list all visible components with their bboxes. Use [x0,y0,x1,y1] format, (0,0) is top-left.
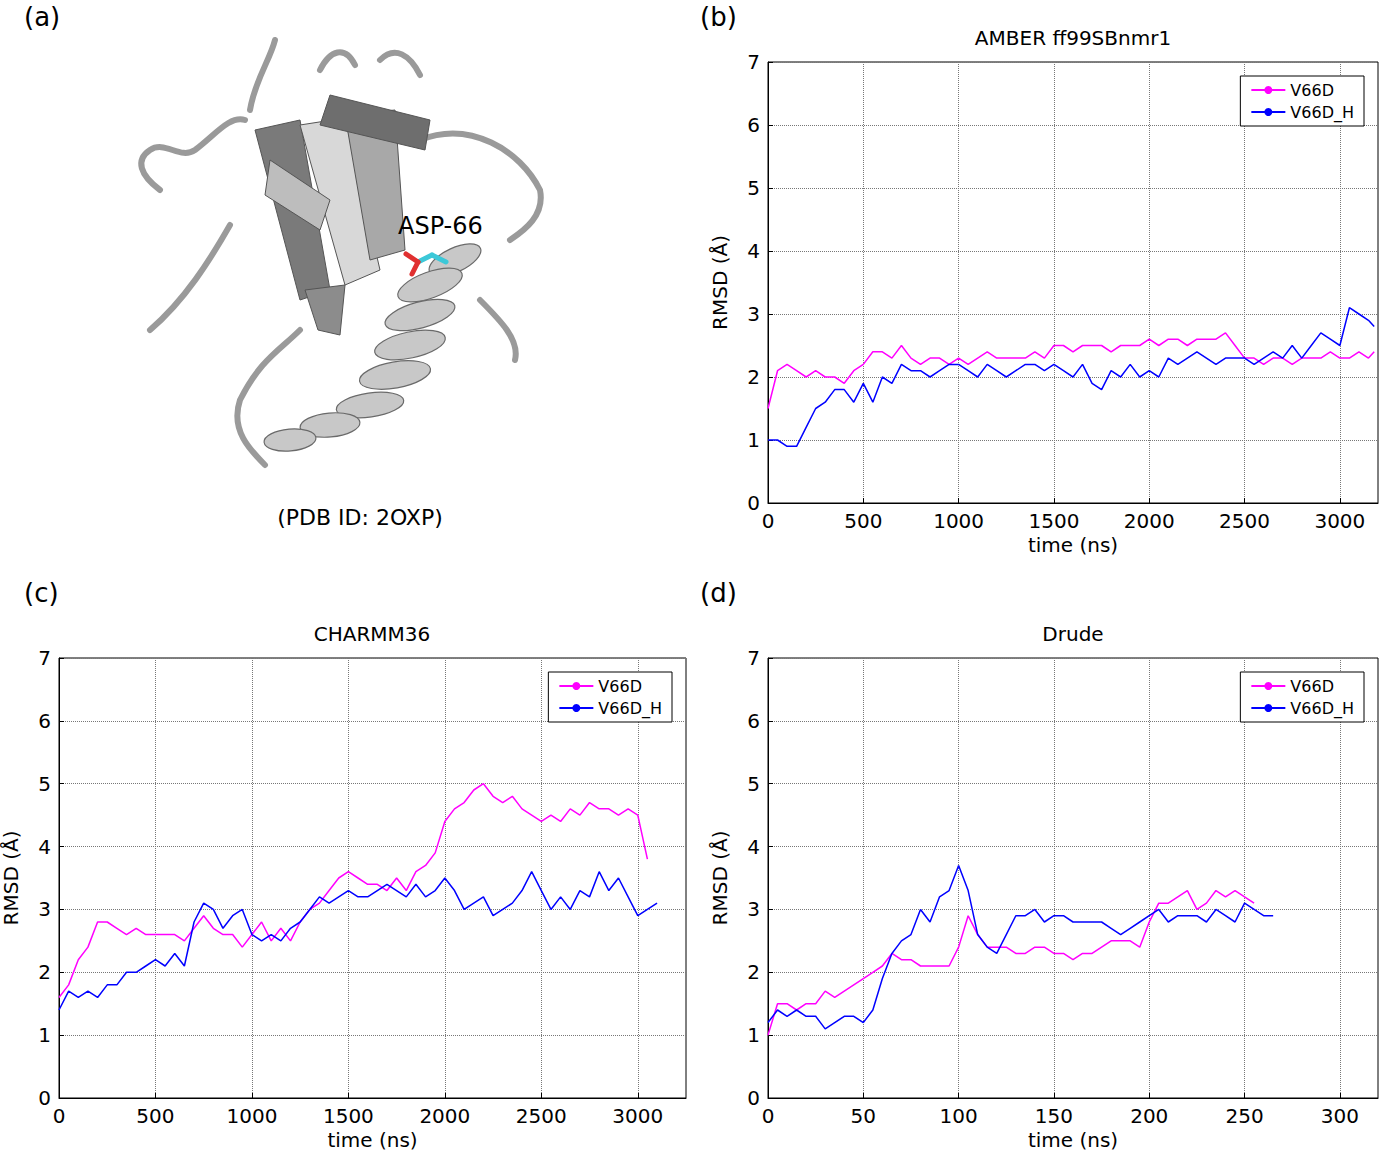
html-text:CHARMM36: CHARMM36 [313,622,431,646]
svg-text:5: 5 [38,772,51,796]
svg-text:1: 1 [747,428,760,452]
svg-text:V66D: V66D [598,677,642,696]
svg-text:50: 50 [851,1104,876,1128]
svg-text:200: 200 [1130,1104,1168,1128]
html-text:(d): (d) [700,578,737,608]
svg-text:3: 3 [747,897,760,921]
svg-text:0: 0 [762,509,775,533]
svg-text:0: 0 [747,1086,760,1110]
html-text:Drude: Drude [1042,622,1104,646]
html-text:ASP-66: ASP-66 [398,212,483,240]
svg-text:0: 0 [53,1104,66,1128]
svg-text:V66D: V66D [1290,81,1334,100]
html-text:(a): (a) [24,2,61,32]
svg-text:1000: 1000 [933,509,984,533]
svg-text:2500: 2500 [516,1104,567,1128]
svg-text:2: 2 [747,365,760,389]
svg-text:2: 2 [747,960,760,984]
svg-text:time (ns): time (ns) [327,1128,417,1152]
svg-text:3000: 3000 [1314,509,1365,533]
html-text:(PDB ID: 2OXP): (PDB ID: 2OXP) [277,505,443,530]
svg-text:3: 3 [38,897,51,921]
svg-text:500: 500 [844,509,882,533]
html-text:(c): (c) [24,578,59,608]
svg-text:V66D_H: V66D_H [598,699,662,719]
svg-text:2000: 2000 [1124,509,1175,533]
svg-text:2000: 2000 [419,1104,470,1128]
svg-text:2: 2 [38,960,51,984]
svg-text:500: 500 [136,1104,174,1128]
svg-text:7: 7 [38,646,51,670]
svg-text:1500: 1500 [1028,509,1079,533]
svg-text:6: 6 [747,113,760,137]
svg-text:5: 5 [747,772,760,796]
svg-text:time (ns): time (ns) [1028,1128,1118,1152]
svg-text:RMSD (Å): RMSD (Å) [708,235,732,330]
html-text:(b): (b) [700,2,737,32]
svg-text:1500: 1500 [323,1104,374,1128]
html-text:AMBER ff99SBnmr1: AMBER ff99SBnmr1 [974,26,1172,50]
svg-text:6: 6 [38,709,51,733]
svg-text:2500: 2500 [1219,509,1270,533]
svg-text:0: 0 [38,1086,51,1110]
svg-text:RMSD (Å): RMSD (Å) [0,831,23,926]
svg-text:7: 7 [747,646,760,670]
svg-text:1: 1 [38,1023,51,1047]
svg-text:6: 6 [747,709,760,733]
svg-text:0: 0 [747,491,760,515]
svg-text:V66D_H: V66D_H [1290,103,1354,123]
svg-text:RMSD (Å): RMSD (Å) [708,831,732,926]
svg-text:1: 1 [747,1023,760,1047]
svg-text:1000: 1000 [226,1104,277,1128]
svg-text:300: 300 [1321,1104,1359,1128]
svg-text:100: 100 [940,1104,978,1128]
svg-text:4: 4 [747,239,760,263]
svg-text:4: 4 [38,835,51,859]
svg-text:V66D_H: V66D_H [1290,699,1354,719]
svg-text:150: 150 [1035,1104,1073,1128]
svg-text:7: 7 [747,50,760,74]
svg-text:V66D: V66D [1290,677,1334,696]
svg-text:4: 4 [747,835,760,859]
svg-text:250: 250 [1225,1104,1263,1128]
svg-text:time (ns): time (ns) [1028,533,1118,557]
svg-text:3: 3 [747,302,760,326]
svg-text:0: 0 [762,1104,775,1128]
svg-text:3000: 3000 [612,1104,663,1128]
svg-text:5: 5 [747,176,760,200]
